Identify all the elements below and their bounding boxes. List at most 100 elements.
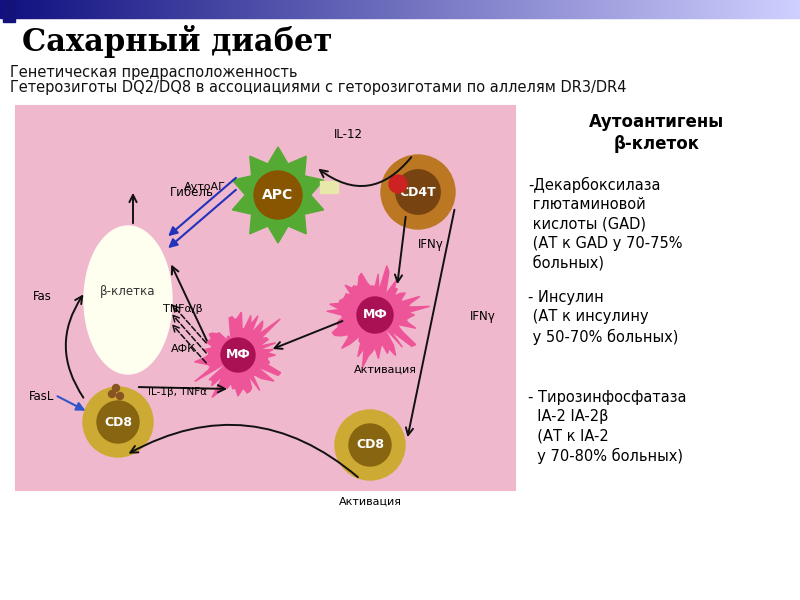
- Bar: [81, 0, 82, 18]
- Bar: [756, 0, 757, 18]
- Bar: [598, 0, 599, 18]
- Bar: [491, 0, 492, 18]
- Bar: [662, 0, 663, 18]
- Bar: [454, 0, 455, 18]
- Bar: [392, 0, 393, 18]
- Bar: [199, 0, 200, 18]
- Bar: [630, 0, 631, 18]
- Bar: [648, 0, 649, 18]
- Bar: [565, 0, 566, 18]
- Bar: [499, 0, 500, 18]
- Bar: [182, 0, 183, 18]
- Bar: [782, 0, 783, 18]
- Bar: [123, 0, 124, 18]
- Bar: [173, 0, 174, 18]
- Bar: [525, 0, 526, 18]
- Bar: [330, 0, 331, 18]
- Bar: [125, 0, 126, 18]
- Bar: [522, 105, 792, 490]
- Bar: [650, 0, 651, 18]
- Bar: [397, 0, 398, 18]
- Bar: [141, 0, 142, 18]
- Bar: [399, 0, 400, 18]
- Bar: [531, 0, 532, 18]
- Bar: [51, 0, 52, 18]
- Bar: [310, 0, 311, 18]
- Bar: [420, 0, 421, 18]
- Bar: [566, 0, 567, 18]
- Bar: [433, 0, 434, 18]
- Bar: [283, 0, 284, 18]
- Bar: [507, 0, 508, 18]
- Bar: [238, 0, 239, 18]
- Bar: [92, 0, 93, 18]
- Bar: [98, 0, 99, 18]
- Bar: [4, 0, 5, 18]
- Bar: [272, 0, 273, 18]
- Bar: [694, 0, 695, 18]
- Bar: [712, 0, 713, 18]
- Bar: [97, 0, 98, 18]
- Bar: [510, 0, 511, 18]
- Bar: [413, 0, 414, 18]
- Bar: [489, 0, 490, 18]
- Circle shape: [357, 297, 393, 333]
- Bar: [155, 0, 156, 18]
- Bar: [739, 0, 740, 18]
- Bar: [437, 0, 438, 18]
- Bar: [762, 0, 763, 18]
- Bar: [792, 0, 793, 18]
- Bar: [751, 0, 752, 18]
- Bar: [583, 0, 584, 18]
- Bar: [469, 0, 470, 18]
- Text: Сахарный диабет: Сахарный диабет: [22, 25, 332, 58]
- Bar: [156, 0, 157, 18]
- Bar: [645, 0, 646, 18]
- Bar: [765, 0, 766, 18]
- Bar: [328, 0, 329, 18]
- Bar: [231, 0, 232, 18]
- Bar: [660, 0, 661, 18]
- Bar: [579, 0, 580, 18]
- Bar: [705, 0, 706, 18]
- Circle shape: [335, 410, 405, 480]
- Bar: [87, 0, 88, 18]
- Bar: [407, 0, 408, 18]
- Bar: [332, 0, 333, 18]
- Bar: [754, 0, 755, 18]
- Bar: [496, 0, 497, 18]
- Bar: [305, 0, 306, 18]
- Bar: [748, 0, 749, 18]
- Bar: [766, 0, 767, 18]
- Bar: [552, 0, 553, 18]
- Bar: [435, 0, 436, 18]
- Bar: [538, 0, 539, 18]
- Bar: [78, 0, 79, 18]
- Bar: [715, 0, 716, 18]
- Bar: [532, 0, 533, 18]
- Bar: [778, 0, 779, 18]
- Bar: [465, 0, 466, 18]
- Bar: [380, 0, 381, 18]
- Bar: [523, 0, 524, 18]
- Circle shape: [349, 424, 391, 466]
- Bar: [197, 0, 198, 18]
- Bar: [342, 0, 343, 18]
- Bar: [666, 0, 667, 18]
- Text: АутоАГ: АутоАГ: [184, 182, 226, 192]
- Bar: [200, 0, 201, 18]
- Bar: [753, 0, 754, 18]
- Bar: [417, 0, 418, 18]
- Bar: [738, 0, 739, 18]
- Bar: [547, 0, 548, 18]
- Bar: [39, 0, 40, 18]
- Bar: [637, 0, 638, 18]
- Bar: [574, 0, 575, 18]
- Bar: [544, 0, 545, 18]
- Bar: [602, 0, 603, 18]
- Bar: [208, 0, 209, 18]
- Bar: [285, 0, 286, 18]
- Bar: [322, 0, 323, 18]
- Bar: [652, 0, 653, 18]
- Circle shape: [396, 170, 440, 214]
